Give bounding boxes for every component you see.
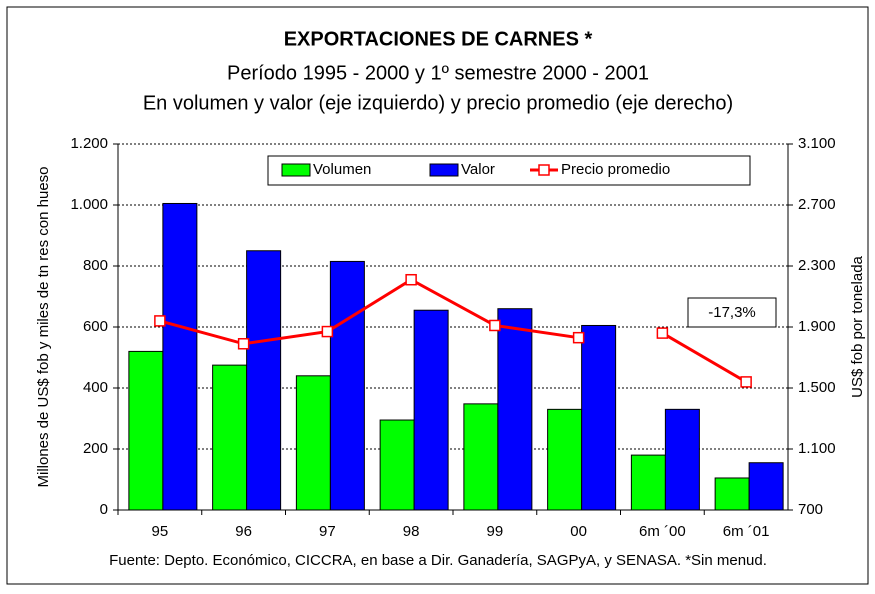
x-tick-label: 00 <box>570 523 587 540</box>
bar <box>128 350 164 511</box>
annotation-box <box>687 297 777 328</box>
x-tick-label: 99 <box>487 523 504 540</box>
legend-label: Volumen <box>313 161 371 178</box>
x-tick-label: 6m ´01 <box>723 523 770 540</box>
y2-tick-label: 3.100 <box>798 135 836 152</box>
y2-tick-label: 2.300 <box>798 257 836 274</box>
y-tick-label: 1.000 <box>70 196 108 213</box>
y-tick-label: 200 <box>83 440 108 457</box>
chart-title: EXPORTACIONES DE CARNES * <box>284 28 593 50</box>
y-axis-label: Millones de US$ fob y miles de tn res co… <box>35 167 52 488</box>
x-tick-label: 97 <box>319 523 336 540</box>
y-tick-label: 600 <box>83 318 108 335</box>
bar <box>413 309 449 511</box>
bar <box>379 419 415 511</box>
bar <box>630 454 666 511</box>
bar <box>329 260 365 511</box>
bar <box>748 462 784 511</box>
bar <box>547 408 583 511</box>
marker <box>740 376 752 388</box>
marker <box>154 315 166 327</box>
bar <box>295 375 331 511</box>
line <box>661 331 747 384</box>
annotation: -17,3% <box>708 304 756 321</box>
y-tick-label: 800 <box>83 257 108 274</box>
y2-tick-label: 1.500 <box>798 379 836 396</box>
chart-subtitle: En volumen y valor (eje izquierdo) y pre… <box>143 92 733 114</box>
bar <box>246 250 282 511</box>
bar <box>714 477 750 511</box>
bar <box>212 364 248 511</box>
y2-tick-label: 700 <box>798 501 823 518</box>
chart-subtitle: Período 1995 - 2000 y 1º semestre 2000 -… <box>227 62 649 84</box>
bar <box>162 202 198 511</box>
y2-tick-label: 2.700 <box>798 196 836 213</box>
marker <box>405 273 417 286</box>
x-tick-label: 98 <box>403 523 420 540</box>
legend-label: Precio promedio <box>561 161 670 178</box>
legend-swatch <box>429 163 459 177</box>
x-tick-label: 96 <box>235 523 252 540</box>
marker <box>321 325 334 338</box>
x-tick-label: 95 <box>152 523 169 540</box>
y-tick-label: 0 <box>100 501 108 518</box>
bar <box>581 324 617 511</box>
y2-tick-label: 1.900 <box>798 318 836 335</box>
marker <box>237 338 250 350</box>
y-tick-label: 400 <box>83 379 108 396</box>
y2-tick-label: 1.100 <box>798 440 836 457</box>
marker <box>656 327 669 339</box>
marker <box>489 319 501 332</box>
y2-axis-label: US$ fob por tonelada <box>849 255 866 397</box>
bar <box>497 308 533 511</box>
legend-marker <box>538 164 550 176</box>
source-note: Fuente: Depto. Económico, CICCRA, en bas… <box>109 552 767 569</box>
legend-label: Valor <box>461 161 495 178</box>
bar <box>463 403 499 511</box>
y-tick-label: 1.200 <box>70 135 108 152</box>
marker <box>572 331 585 344</box>
x-tick-label: 6m ´00 <box>639 523 686 540</box>
legend <box>267 155 751 186</box>
bar <box>664 408 700 511</box>
line <box>159 277 579 346</box>
legend-swatch <box>281 163 311 177</box>
